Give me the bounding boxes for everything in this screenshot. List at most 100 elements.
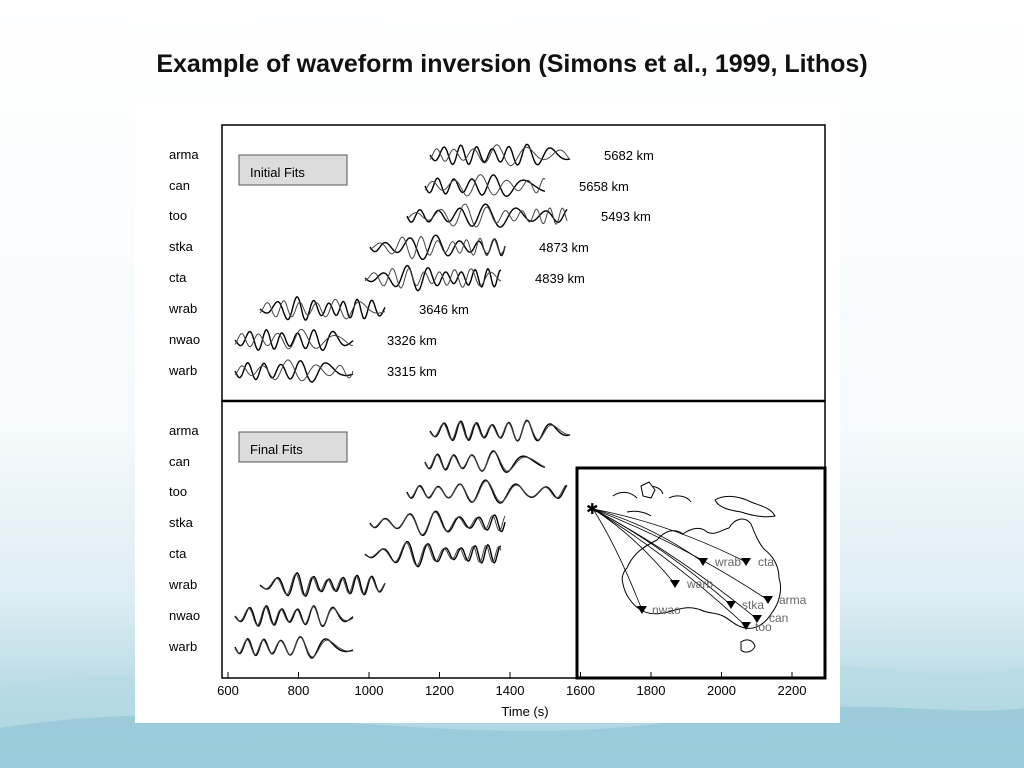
- x-tick-label: 600: [217, 683, 239, 698]
- observed-waveform-nwao: [234, 328, 354, 352]
- new-guinea-outline: [714, 495, 776, 518]
- synthetic-waveform-arma: [429, 144, 571, 167]
- time-axis: 600 800 1000 1200 1400 1600 1800 2000 2200: [217, 672, 806, 698]
- observed-waveform-warb: [234, 636, 354, 659]
- synthetic-waveform-arma: [429, 420, 571, 441]
- initial-fits-label: Initial Fits: [250, 165, 305, 180]
- final-fits-box: [238, 431, 348, 463]
- map-label-too: too: [755, 620, 772, 634]
- synthetic-waveform-too: [406, 203, 568, 228]
- map-label-nwao: nwao: [652, 603, 681, 617]
- slide-title: Example of waveform inversion (Simons et…: [156, 50, 868, 78]
- observed-waveform-warb: [234, 360, 354, 383]
- station-name-stka: stka: [169, 515, 194, 530]
- station-name-stka: stka: [169, 239, 194, 254]
- station-marker-stka: [726, 601, 736, 609]
- station-name-cta: cta: [169, 270, 187, 285]
- station-name-nwao: nwao: [169, 332, 200, 347]
- station-name-can: can: [169, 178, 190, 193]
- observed-waveform-wrab: [259, 572, 386, 597]
- ray-path-arma: [592, 508, 769, 601]
- station-traces-bottom: arma can too stka cta wrab nwao warb: [168, 419, 571, 659]
- x-tick-label: 2200: [778, 683, 807, 698]
- x-tick-label: 2000: [707, 683, 736, 698]
- observed-waveform-wrab: [259, 296, 386, 321]
- observed-waveform-can: [424, 450, 546, 474]
- synthetic-waveform-can: [424, 174, 546, 197]
- observed-waveform-can: [424, 174, 546, 198]
- map-label-warb: warb: [686, 577, 713, 591]
- indonesia-outline: [612, 485, 692, 517]
- station-name-can: can: [169, 454, 190, 469]
- station-name-warb: warb: [168, 639, 197, 654]
- synthetic-waveform-too: [406, 480, 568, 503]
- station-name-wrab: wrab: [168, 301, 197, 316]
- synthetic-waveform-cta: [364, 542, 502, 567]
- ray-path-can: [592, 508, 758, 620]
- x-tick-label: 800: [288, 683, 310, 698]
- station-name-arma: arma: [169, 147, 199, 162]
- x-tick-label: 1000: [355, 683, 384, 698]
- synthetic-waveform-cta: [364, 267, 502, 289]
- australia-outline: [621, 518, 782, 629]
- distance-label-cta: 4839 km: [535, 271, 585, 286]
- synthetic-waveform-wrab: [259, 573, 386, 596]
- distance-label-warb: 3315 km: [387, 364, 437, 379]
- ray-paths: [592, 508, 769, 627]
- initial-fits-box: [238, 154, 348, 186]
- x-tick-label: 1200: [425, 683, 454, 698]
- synthetic-waveform-nwao: [234, 328, 354, 350]
- synthetic-waveform-warb: [234, 636, 354, 658]
- station-name-wrab: wrab: [168, 577, 197, 592]
- distance-label-arma: 5682 km: [604, 148, 654, 163]
- ray-path-too: [592, 508, 747, 627]
- source-star-icon: ✱: [586, 501, 599, 518]
- map-label-can: can: [769, 611, 788, 625]
- borneo-outline: [640, 481, 656, 499]
- map-label-wrab: wrab: [714, 555, 741, 569]
- station-marker-nwao: [637, 606, 647, 614]
- map-label-arma: arma: [779, 593, 807, 607]
- x-axis-label: Time (s): [501, 704, 548, 719]
- distance-label-wrab: 3646 km: [419, 302, 469, 317]
- x-tick-label: 1600: [566, 683, 595, 698]
- station-marker-warb: [670, 580, 680, 588]
- station-marker-arma: [763, 596, 773, 604]
- observed-waveform-nwao: [234, 604, 354, 628]
- map-label-cta: cta: [758, 555, 774, 569]
- station-name-too: too: [169, 484, 187, 499]
- synthetic-waveform-wrab: [259, 298, 386, 320]
- synthetic-waveform-warb: [234, 359, 354, 382]
- x-tick-label: 1800: [637, 683, 666, 698]
- observed-waveform-too: [406, 479, 568, 504]
- distance-label-too: 5493 km: [601, 209, 651, 224]
- x-tick-label: 1400: [496, 683, 525, 698]
- station-marker-cta: [741, 558, 751, 566]
- waveform-figure: Initial Fits Final Fits arma 5682 km can 56…: [135, 98, 840, 723]
- station-marker-too: [741, 622, 751, 630]
- synthetic-waveform-nwao: [234, 606, 354, 626]
- station-name-arma: arma: [169, 423, 199, 438]
- observed-waveform-cta: [364, 264, 502, 292]
- observed-waveform-stka: [369, 234, 506, 261]
- station-name-cta: cta: [169, 546, 187, 561]
- synthetic-waveform-stka: [369, 235, 506, 260]
- distance-label-can: 5658 km: [579, 179, 629, 194]
- tasmania-outline: [740, 639, 756, 653]
- station-name-nwao: nwao: [169, 608, 200, 623]
- synthetic-waveform-stka: [369, 511, 506, 536]
- distance-label-nwao: 3326 km: [387, 333, 437, 348]
- observed-waveform-arma: [429, 143, 571, 166]
- final-fits-label: Final Fits: [250, 442, 303, 457]
- synthetic-waveform-can: [424, 451, 546, 472]
- ray-path-nwao: [592, 508, 643, 611]
- station-marker-wrab: [698, 558, 708, 566]
- station-traces-top: arma 5682 km can 5658 km too 5493 km stka 4873 …: [168, 143, 654, 383]
- observed-waveform-cta: [364, 540, 502, 568]
- distance-label-stka: 4873 km: [539, 240, 589, 255]
- station-marker-can: [752, 615, 762, 623]
- map-label-stka: stka: [742, 598, 764, 612]
- station-name-too: too: [169, 208, 187, 223]
